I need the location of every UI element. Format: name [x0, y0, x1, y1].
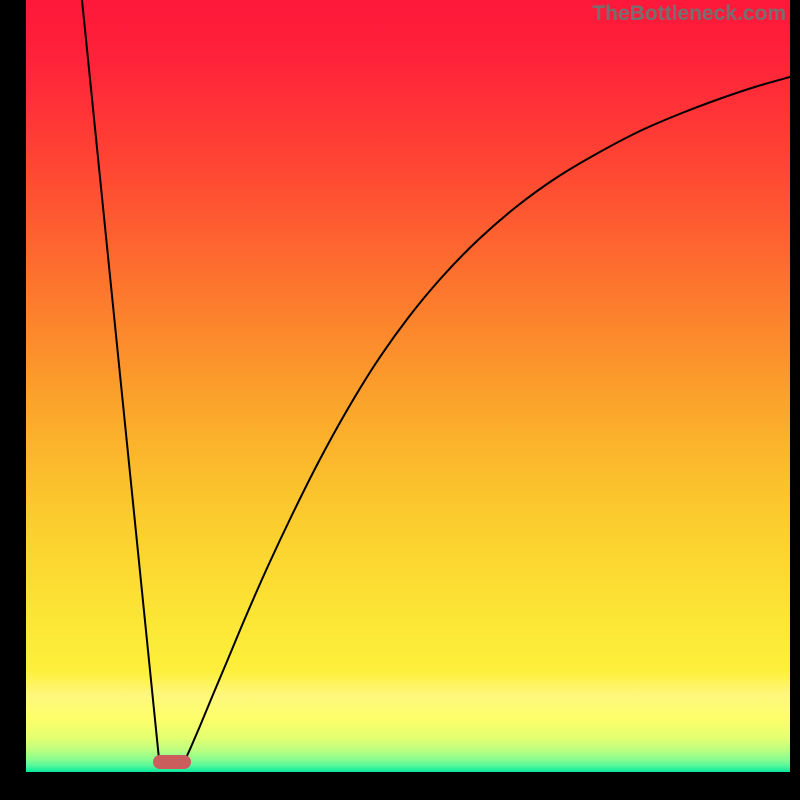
watermark-text: TheBottleneck.com: [592, 2, 786, 26]
bottleneck-curves: [26, 0, 790, 772]
frame-border-right: [790, 0, 800, 800]
optimal-marker: [153, 755, 191, 769]
frame-border-left: [0, 0, 26, 800]
plot-area: [26, 0, 790, 772]
chart-container: TheBottleneck.com: [0, 0, 800, 800]
frame-border-bottom: [0, 772, 800, 800]
